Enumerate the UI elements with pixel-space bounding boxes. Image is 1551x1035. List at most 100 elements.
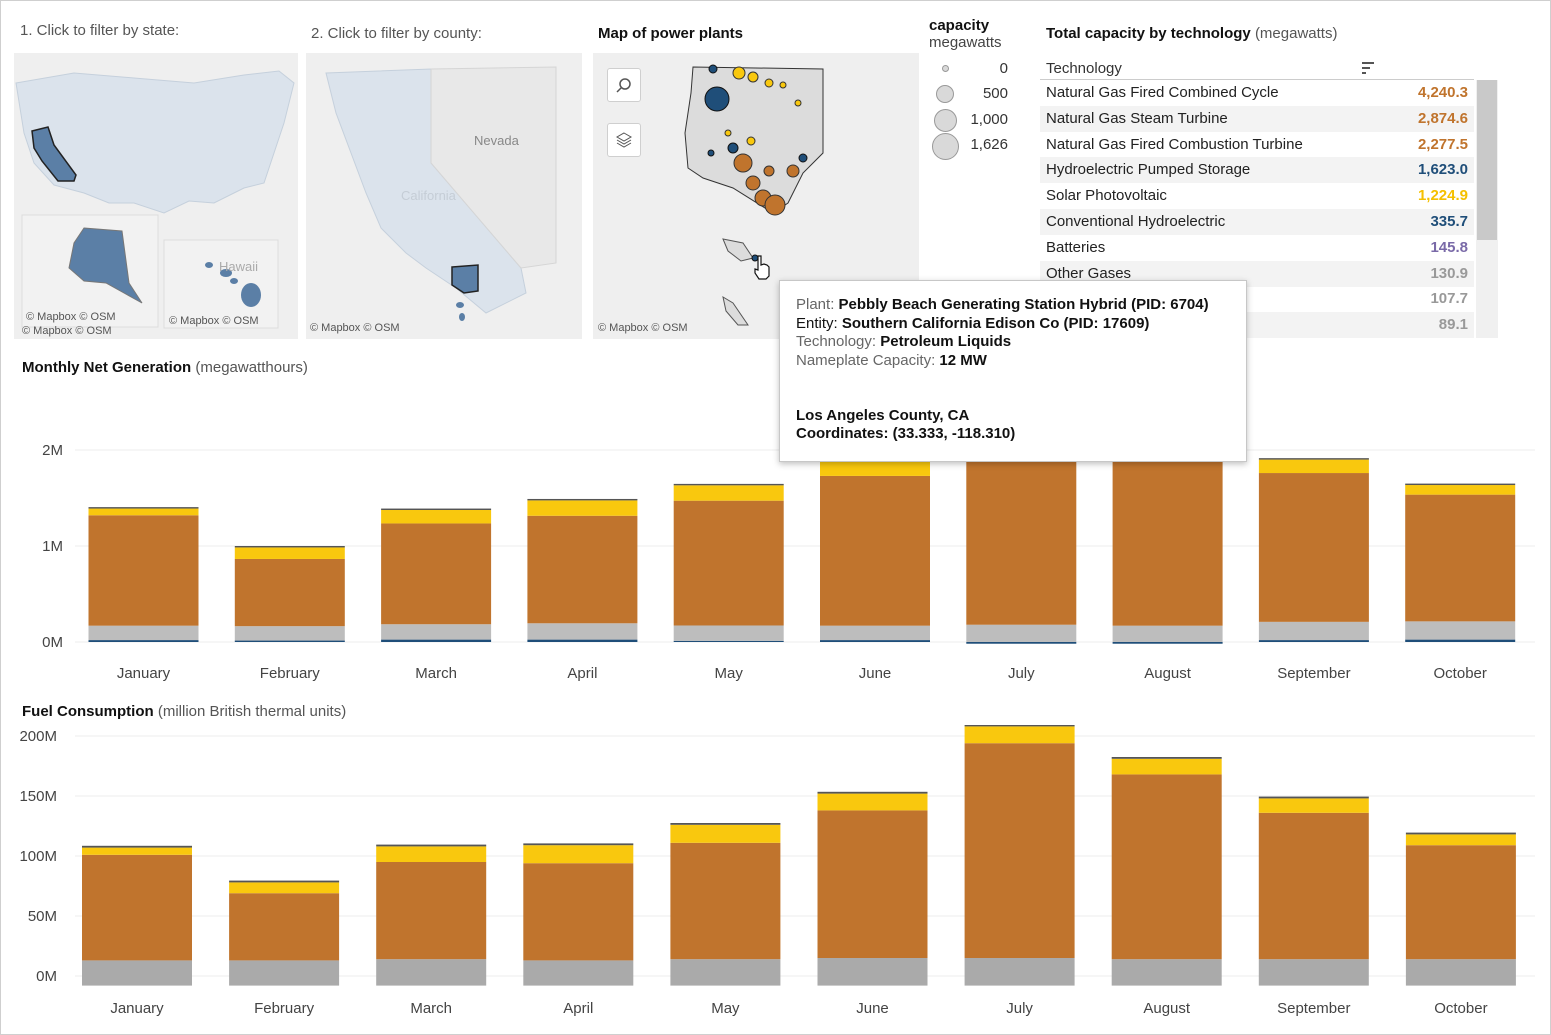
bar-segment[interactable] [1111,959,1222,976]
bar-segment[interactable] [88,640,199,642]
bar-segment[interactable] [1405,483,1516,486]
bar-segment[interactable] [527,500,638,516]
bar-segment[interactable] [817,958,928,976]
bar-segment[interactable] [527,623,638,640]
bar-segment[interactable] [1405,845,1516,960]
bar-segment[interactable] [1405,834,1516,846]
bar-segment[interactable] [817,793,928,811]
bar-segment[interactable] [670,842,781,960]
capacity-row[interactable]: Natural Gas Steam Turbine 2,874.6 [1040,105,1474,132]
fuel-chart[interactable]: 0M 50M 100M 150M 200M January February March Apr… [0,725,1551,1030]
capacity-row[interactable]: Conventional Hydroelectric 335.7 [1040,209,1474,235]
bar-segment[interactable] [381,508,492,510]
bar-segment[interactable] [234,547,345,559]
bar-segment[interactable] [376,844,487,847]
bar-segment[interactable] [1111,758,1222,775]
bar-segment[interactable] [817,791,928,794]
bar-segment[interactable] [670,823,781,825]
bar-segment[interactable] [381,523,492,625]
bar-segment[interactable] [376,976,487,986]
capacity-row[interactable]: 107.7 [1040,286,1474,312]
scrollbar-thumb[interactable] [1477,80,1497,240]
map-layers-button[interactable] [607,123,641,157]
bar-segment[interactable] [964,958,1075,976]
county-filter-map[interactable]: Nevada California © Mapbox © OSM [306,53,582,339]
bar-segment[interactable] [88,508,199,516]
bar-segment[interactable] [1111,757,1222,759]
bar-segment[interactable] [523,845,634,864]
capacity-row[interactable]: Natural Gas Fired Combustion Turbine 2,27… [1040,132,1474,158]
bar-segment[interactable] [82,960,192,976]
bar-segment[interactable] [673,483,784,486]
bar-segment[interactable] [1258,459,1369,474]
bar-segment[interactable] [229,960,340,976]
bar-segment[interactable] [820,460,930,476]
bar-segment[interactable] [670,976,781,986]
bar-segment[interactable] [1258,621,1369,641]
bar-segment[interactable] [673,640,784,642]
bar-segment[interactable] [381,510,492,524]
bar-segment[interactable] [1405,832,1516,835]
bar-segment[interactable] [820,475,930,626]
bar-segment[interactable] [1111,774,1222,960]
bar-segment[interactable] [1405,639,1516,642]
bar-segment[interactable] [376,846,487,862]
bar-segment[interactable] [523,863,634,961]
bar-segment[interactable] [229,880,340,883]
bar-segment[interactable] [964,976,1075,986]
bar-segment[interactable] [381,639,492,642]
bar-segment[interactable] [1405,976,1516,986]
bar-segment[interactable] [1258,812,1369,960]
capacity-row[interactable]: Natural Gas Fired Combined Cycle 4,240.3 [1040,80,1474,106]
state-filter-map[interactable]: © Mapbox © OSM © Mapbox © OSM © Mapbox ©… [14,53,298,339]
bar-segment[interactable] [527,639,638,642]
bar-segment[interactable] [82,854,192,961]
bar-segment[interactable] [234,626,345,641]
bar-segment[interactable] [1405,621,1516,640]
bar-segment[interactable] [229,976,340,986]
bar-segment[interactable] [964,726,1075,744]
bar-segment[interactable] [1405,485,1516,495]
bar-segment[interactable] [817,976,928,986]
bar-segment[interactable] [820,640,930,642]
capacity-row[interactable]: Batteries 145.8 [1040,235,1474,261]
generation-chart[interactable]: 0M 1M 2M January February March April May June Ju… [0,380,1551,690]
bar-segment[interactable] [234,558,345,627]
bar-segment[interactable] [1258,796,1369,799]
bar-segment[interactable] [817,810,928,958]
bar-segment[interactable] [234,546,345,548]
bar-segment[interactable] [82,845,192,848]
bar-segment[interactable] [82,976,192,986]
map-search-button[interactable] [607,68,641,102]
bar-segment[interactable] [966,642,1077,644]
power-plant-map[interactable]: © Mapbox © OSM [593,53,919,339]
bar-segment[interactable] [670,824,781,843]
bar-segment[interactable] [1112,452,1223,626]
bar-segment[interactable] [1405,959,1516,976]
bar-segment[interactable] [88,515,199,626]
bar-segment[interactable] [670,959,781,976]
bar-segment[interactable] [229,882,340,894]
bar-segment[interactable] [673,485,784,501]
bar-segment[interactable] [1111,976,1222,986]
bar-segment[interactable] [1258,959,1369,976]
capacity-row[interactable]: Solar Photovoltaic 1,224.9 [1040,183,1474,209]
bar-segment[interactable] [673,625,784,641]
bar-segment[interactable] [88,507,199,509]
bar-segment[interactable] [229,893,340,961]
bar-segment[interactable] [82,847,192,855]
bar-segment[interactable] [1258,798,1369,813]
table-scrollbar[interactable] [1476,80,1498,338]
bar-segment[interactable] [381,624,492,640]
bar-segment[interactable] [1112,625,1223,642]
bar-segment[interactable] [1258,458,1369,460]
bar-segment[interactable] [964,743,1075,958]
bar-segment[interactable] [523,976,634,986]
bar-segment[interactable] [527,498,638,501]
bar-segment[interactable] [1258,976,1369,986]
bar-segment[interactable] [966,451,1077,625]
bar-segment[interactable] [1405,494,1516,622]
sort-icon[interactable] [1360,60,1376,76]
bar-segment[interactable] [523,843,634,846]
bar-segment[interactable] [376,862,487,960]
